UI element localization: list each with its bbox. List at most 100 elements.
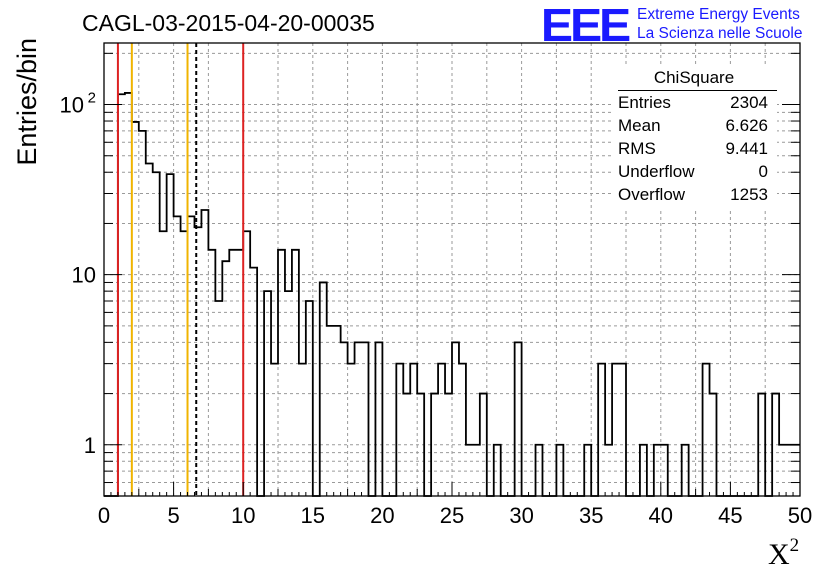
histogram-bin	[654, 445, 661, 496]
histogram-bin	[605, 445, 612, 496]
histogram-bin	[612, 364, 619, 496]
histogram-bin	[431, 394, 438, 496]
x-tick-label: 50	[788, 503, 812, 528]
stats-row-underflow: Underflow 0	[618, 162, 768, 184]
histogram-bin	[348, 364, 355, 496]
stats-divider	[618, 90, 777, 91]
histogram-bin	[473, 445, 480, 496]
histogram-bin	[250, 268, 257, 496]
histogram-bin	[494, 445, 501, 496]
histogram-bin	[619, 364, 626, 496]
histogram-bin	[299, 364, 306, 496]
histogram-bin	[167, 174, 174, 496]
histogram-bin	[515, 342, 522, 496]
histogram-bin	[271, 364, 278, 496]
histogram-bin	[779, 445, 786, 496]
histogram-bin	[264, 291, 271, 496]
y-tick-exponent: 2	[88, 90, 96, 107]
histogram-bin	[132, 122, 139, 496]
x-tick-label: 35	[579, 503, 603, 528]
x-tick-label: 20	[370, 503, 394, 528]
histogram-bin	[125, 93, 132, 496]
histogram-bin	[181, 231, 188, 496]
histogram-bin	[403, 394, 410, 496]
histogram-bin	[438, 364, 445, 496]
histogram-bin	[417, 394, 424, 496]
histogram-bin	[362, 342, 369, 496]
stats-label: Underflow	[618, 162, 695, 181]
eee-logo: EEE	[540, 0, 631, 51]
stats-row-entries: Entries 2304	[618, 93, 768, 115]
x-tick-label: 30	[509, 503, 533, 528]
histogram-bin	[306, 301, 313, 496]
histogram-bin	[584, 445, 591, 496]
histogram-bin	[188, 216, 195, 496]
histogram-bin	[375, 342, 382, 496]
stats-row-overflow: Overflow 1253	[618, 185, 768, 207]
stats-box: ChiSquare Entries 2304 Mean 6.626 RMS 9.…	[611, 66, 777, 208]
y-axis-label: Entries/bin	[12, 38, 42, 166]
histogram-bin	[208, 250, 215, 496]
histogram-bin	[640, 445, 647, 496]
histogram-bin	[327, 326, 334, 496]
x-tick-label: 25	[440, 503, 464, 528]
histogram-bin	[334, 326, 341, 496]
histogram-bin	[285, 291, 292, 496]
histogram-bin	[160, 231, 167, 496]
histogram-bin	[278, 250, 285, 496]
histogram-bin	[682, 445, 689, 496]
y-tick-label: 1	[84, 433, 96, 458]
histogram-bin	[153, 172, 160, 496]
stats-row-rms: RMS 9.441	[618, 139, 768, 161]
histogram-bin	[410, 364, 417, 496]
histogram-bin	[598, 364, 605, 496]
y-tick-label: 10	[72, 263, 96, 288]
histogram-bin	[320, 282, 327, 496]
x-tick-label: 0	[98, 503, 110, 528]
histogram-bin	[536, 445, 543, 496]
histogram-bin	[459, 364, 466, 496]
stats-label: Mean	[618, 116, 661, 135]
y-tick-label: 10	[60, 93, 84, 118]
x-tick-label: 15	[301, 503, 325, 528]
histogram-bin	[215, 301, 222, 496]
stats-label: RMS	[618, 139, 656, 158]
stats-value: 2304	[730, 93, 768, 112]
histogram-bin	[556, 445, 563, 496]
x-tick-label: 5	[167, 503, 179, 528]
stats-title: ChiSquare	[653, 68, 735, 87]
stats-value: 9.441	[725, 139, 768, 158]
histogram-bin	[703, 364, 710, 496]
histogram-bin	[758, 394, 765, 496]
stats-label: Overflow	[618, 185, 686, 204]
stats-value: 1253	[730, 185, 768, 204]
histogram-bin	[355, 342, 362, 496]
histogram-bin	[139, 131, 146, 496]
stats-row-mean: Mean 6.626	[618, 116, 768, 138]
histogram-bin	[480, 394, 487, 496]
axis-ticks	[103, 52, 801, 497]
stats-label: Entries	[618, 93, 671, 112]
eee-logo-line-1: Extreme Energy Events	[637, 6, 800, 23]
histogram-bin	[466, 445, 473, 496]
chart-title: CAGL-03-2015-04-20-00035	[82, 10, 375, 36]
histogram-bin	[174, 216, 181, 496]
histogram-bin	[222, 261, 229, 496]
histogram-bin	[146, 164, 153, 496]
histogram-bin	[292, 250, 299, 496]
histogram-bin	[396, 364, 403, 496]
stats-value: 6.626	[725, 116, 768, 135]
histogram-bin	[772, 394, 779, 496]
histogram-bin	[236, 250, 243, 496]
histogram-bin	[452, 342, 459, 496]
reference-lines	[116, 43, 245, 496]
histogram-bin	[661, 445, 668, 496]
x-tick-label: 40	[649, 503, 673, 528]
x-tick-label: 45	[718, 503, 742, 528]
x-axis-label: X2	[768, 535, 799, 571]
histogram-bin	[201, 210, 208, 496]
stats-value: 0	[758, 162, 768, 181]
histogram-bin	[341, 342, 348, 496]
